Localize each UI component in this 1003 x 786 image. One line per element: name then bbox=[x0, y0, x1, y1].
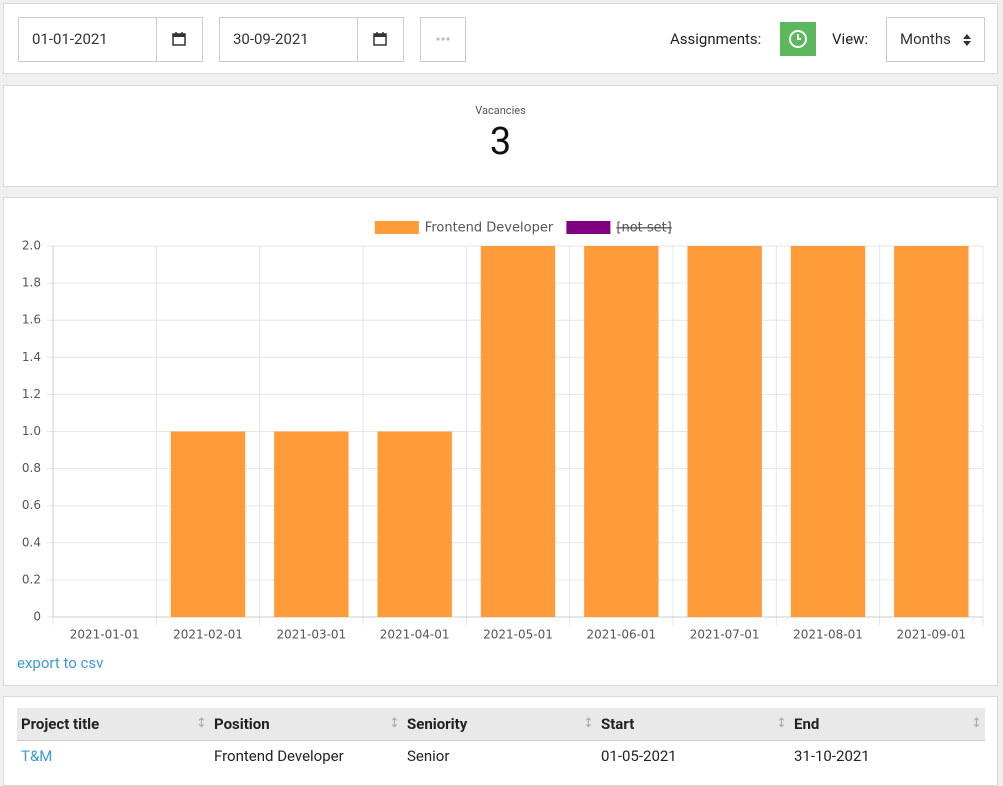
x-tick-label: 2021-08-01 bbox=[793, 628, 863, 642]
y-tick-label: 0.6 bbox=[22, 498, 41, 512]
legend-swatch bbox=[374, 221, 419, 234]
legend-label: Frontend Developer bbox=[425, 221, 554, 236]
bar bbox=[790, 246, 866, 617]
legend-swatch bbox=[566, 221, 611, 234]
calendar-icon bbox=[373, 32, 387, 46]
x-tick-label: 2021-02-01 bbox=[173, 628, 243, 642]
y-tick-label: 0.2 bbox=[22, 572, 41, 586]
assignments-toggle[interactable] bbox=[780, 22, 816, 56]
y-tick-label: 0.8 bbox=[22, 461, 41, 475]
select-arrows bbox=[963, 34, 971, 46]
bar bbox=[480, 246, 556, 617]
summary-panel: Vacancies 3 bbox=[3, 85, 998, 187]
sort-icon: ↕ bbox=[196, 716, 207, 731]
x-tick-label: 2021-01-01 bbox=[70, 628, 140, 642]
bar bbox=[274, 431, 349, 617]
sort-icon: ↕ bbox=[389, 716, 400, 731]
x-tick-label: 2021-04-01 bbox=[380, 628, 450, 642]
y-tick-label: 1.2 bbox=[22, 387, 41, 401]
sort-icon: ↕ bbox=[776, 716, 787, 731]
column-header[interactable]: End bbox=[794, 715, 820, 733]
table-cell: 31-10-2021 bbox=[794, 747, 870, 765]
y-tick-label: 0 bbox=[33, 610, 41, 624]
table-cell: Frontend Developer bbox=[214, 747, 344, 765]
chart-panel: 0 0.2 0.4 0.6 0.8 1.0 1.2 1.4 1.6 1.8 2.0 Frontend … bbox=[3, 197, 998, 686]
y-tick-label: 1.8 bbox=[22, 276, 41, 290]
bar bbox=[687, 246, 762, 617]
summary-value: 3 bbox=[489, 120, 512, 164]
table: Project title ↕ Position ↕ Seniority ↕ Start ↕ E… bbox=[17, 708, 985, 778]
sort-icon: ↕ bbox=[583, 716, 594, 731]
bar bbox=[894, 246, 969, 617]
column-header[interactable]: Start bbox=[601, 715, 635, 733]
x-tick-label: 2021-05-01 bbox=[483, 628, 553, 642]
export-link[interactable]: export to csv bbox=[17, 654, 104, 672]
start-date-text: 01-01-2021 bbox=[32, 30, 108, 48]
calendar-icon bbox=[172, 32, 186, 46]
view-value: Months bbox=[900, 30, 951, 48]
calendar-button[interactable] bbox=[156, 18, 202, 61]
clock-icon bbox=[789, 30, 807, 48]
chart: 0 0.2 0.4 0.6 0.8 1.0 1.2 1.4 1.6 1.8 2.0 Frontend … bbox=[22, 221, 984, 642]
y-tick-label: 1.0 bbox=[22, 424, 41, 438]
x-tick-label: 2021-09-01 bbox=[896, 628, 966, 642]
ellipsis-icon bbox=[436, 37, 450, 41]
legend-item[interactable]: Frontend Developer bbox=[374, 221, 554, 236]
y-tick-label: 0.4 bbox=[22, 535, 41, 549]
table-panel: Project title ↕ Position ↕ Seniority ↕ Start ↕ E… bbox=[3, 696, 998, 786]
column-header[interactable]: Seniority bbox=[407, 715, 468, 733]
toolbar: 01-01-2021 30-09-2021 Assignments: View:… bbox=[3, 3, 998, 74]
sort-icon: ↕ bbox=[971, 716, 982, 731]
x-tick-label: 2021-06-01 bbox=[586, 628, 656, 642]
bar bbox=[377, 431, 452, 617]
table-cell: Senior bbox=[407, 747, 450, 765]
end-date[interactable]: 30-09-2021 bbox=[219, 17, 404, 62]
end-date-text: 30-09-2021 bbox=[233, 30, 309, 48]
y-tick-label: 1.4 bbox=[22, 350, 41, 364]
legend-label: [not set] bbox=[616, 221, 671, 236]
bar bbox=[584, 246, 659, 617]
summary-label: Vacancies bbox=[475, 104, 526, 117]
view-select[interactable]: Months bbox=[886, 17, 985, 62]
legend-item[interactable]: [not set] bbox=[566, 221, 672, 236]
start-date[interactable]: 01-01-2021 bbox=[18, 17, 203, 62]
assignments-label: Assignments: bbox=[670, 30, 762, 48]
more-button[interactable] bbox=[420, 17, 466, 62]
header-row bbox=[17, 708, 985, 741]
table-cell: 01-05-2021 bbox=[601, 747, 677, 765]
column-header[interactable]: Position bbox=[214, 715, 270, 733]
bar bbox=[170, 431, 246, 617]
y-tick-label: 1.6 bbox=[22, 313, 41, 327]
view-label: View: bbox=[832, 30, 869, 48]
column-header[interactable]: Project title bbox=[21, 715, 100, 733]
calendar-button[interactable] bbox=[357, 18, 403, 61]
table-cell[interactable]: T&M bbox=[21, 747, 53, 765]
x-tick-label: 2021-07-01 bbox=[690, 628, 760, 642]
y-tick-label: 2.0 bbox=[22, 239, 41, 253]
x-tick-label: 2021-03-01 bbox=[276, 628, 346, 642]
